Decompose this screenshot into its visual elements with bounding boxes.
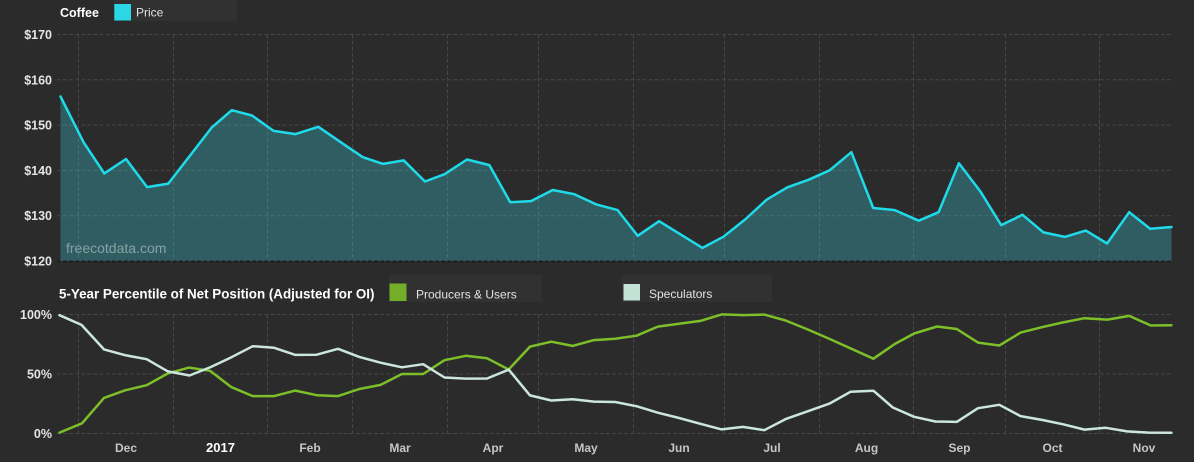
svg-text:Dec: Dec [115,441,137,455]
svg-text:$160: $160 [24,73,52,87]
svg-text:Producers & Users: Producers & Users [416,288,517,302]
svg-text:Oct: Oct [1042,441,1062,455]
svg-text:5-Year Percentile of Net Posit: 5-Year Percentile of Net Position (Adjus… [59,287,374,302]
svg-text:$150: $150 [24,119,52,133]
svg-text:2017: 2017 [206,440,235,455]
svg-text:Price: Price [136,6,164,20]
svg-text:freecotdata.com: freecotdata.com [66,240,166,256]
svg-text:Feb: Feb [299,441,320,455]
svg-text:50%: 50% [27,368,52,382]
svg-text:Speculators: Speculators [649,287,712,301]
svg-text:Coffee: Coffee [60,6,99,20]
svg-text:$120: $120 [24,255,52,269]
svg-text:Aug: Aug [855,441,878,455]
svg-text:Mar: Mar [389,441,411,455]
svg-text:$170: $170 [24,28,52,42]
svg-text:Apr: Apr [483,441,504,455]
svg-text:$140: $140 [24,164,52,178]
svg-text:100%: 100% [20,308,52,322]
svg-text:Sep: Sep [948,441,970,455]
svg-text:May: May [574,441,598,455]
svg-text:0%: 0% [34,427,52,441]
svg-text:Nov: Nov [1133,441,1156,455]
svg-text:Jul: Jul [763,441,780,455]
svg-text:Jun: Jun [668,441,689,455]
svg-text:$130: $130 [24,209,52,223]
